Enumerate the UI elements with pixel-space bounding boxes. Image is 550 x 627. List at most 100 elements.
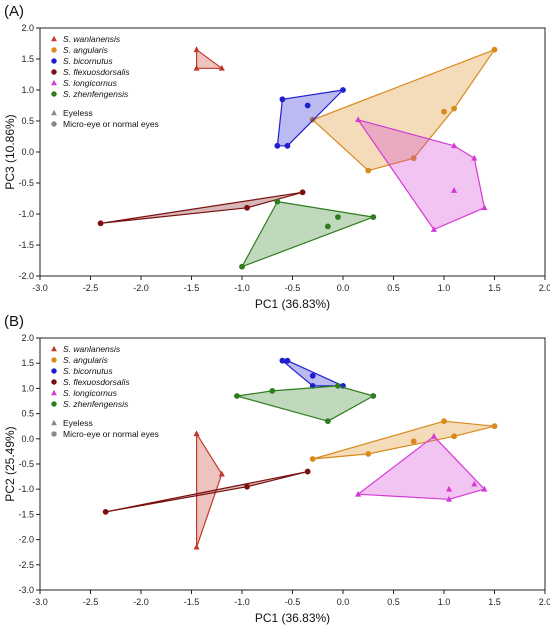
series-s-longicornus: [355, 116, 488, 232]
x-tick-label: 0.0: [337, 283, 350, 293]
legend-label: S. flexuosdorsalis: [63, 67, 130, 77]
x-tick-label: -0.5: [285, 597, 301, 607]
point-s-zhenfengensis: [370, 393, 377, 399]
y-tick-label: 1.5: [21, 54, 34, 64]
point-s-flexuosdorsalis: [244, 204, 250, 211]
legend-label: Micro-eye or normal eyes: [63, 429, 159, 439]
series-s-zhenfengensis: [234, 382, 377, 425]
point-s-zhenfengensis: [324, 223, 331, 230]
point-s-zhenfengensis: [335, 382, 341, 389]
point-s-wanlanensis: [193, 430, 200, 437]
legend-label: S. wanlanensis: [63, 344, 121, 354]
x-tick-label: 0.5: [387, 597, 400, 607]
x-tick-label: 1.5: [488, 597, 501, 607]
point-s-longicornus: [355, 490, 362, 497]
x-tick-label: -3.0: [32, 283, 48, 293]
point-s-angularis: [451, 105, 457, 112]
legend-marker-s-longicornus: [51, 389, 57, 396]
point-s-angularis: [410, 155, 417, 162]
hull-s-angularis: [312, 49, 496, 172]
point-s-angularis: [365, 167, 372, 174]
chart-panel-b: (B) -3.0 -2.5 -2.0 -1.5 -1.0 -0.5 0.0 0.5 1.0 1.5 2…: [3, 313, 550, 625]
x-axis-label: PC1 (36.83%): [255, 297, 330, 311]
point-s-longicornus: [445, 495, 453, 502]
legend-marker-s-angularis: [51, 47, 57, 53]
hull-s-wanlanensis: [196, 433, 223, 548]
point-s-wanlanensis: [218, 470, 225, 477]
legend-label: S. bicornutus: [63, 56, 113, 66]
x-tick-label: -1.5: [184, 283, 200, 293]
legend-marker-s-zhenfengensis: [51, 401, 57, 407]
legend-marker-s-bicornutus: [51, 58, 57, 64]
point-s-angularis: [441, 418, 447, 425]
series-s-zhenfengensis: [239, 198, 377, 270]
point-s-angularis: [365, 451, 372, 457]
series-s-bicornutus: [274, 87, 346, 149]
x-tick-label: 1.0: [438, 283, 451, 293]
point-s-angularis: [410, 438, 417, 445]
series-s-angularis: [309, 46, 498, 174]
legend-label: S. wanlanensis: [63, 34, 121, 44]
hull-s-angularis: [312, 420, 496, 460]
series-s-angularis: [309, 418, 498, 462]
point-s-bicornutus: [340, 87, 346, 93]
x-tick-label: -0.5: [285, 283, 301, 293]
y-tick-label: 1.0: [21, 85, 34, 95]
panel-label: (B): [4, 313, 24, 330]
point-s-longicornus: [430, 432, 437, 439]
hull-s-flexuosdorsalis: [99, 191, 304, 224]
point-s-angularis: [441, 108, 447, 115]
point-s-bicornutus: [279, 96, 286, 103]
y-tick-label: -0.5: [18, 459, 34, 469]
y-tick-label: 0.5: [21, 409, 34, 419]
legend-marker-s-angularis: [51, 357, 57, 363]
legend-marker-s-flexuosdorsalis: [51, 69, 57, 75]
chart-panel-a: (A) -3.0 -2.5 -2.0 -1.5 -1.0 -0.5 0.0 0.5 1.0 1.5 2…: [3, 3, 550, 311]
x-axis: -3.0 -2.5 -2.0 -1.5 -1.0 -0.5 0.0 0.5 1.0 1.5 2.0: [32, 276, 550, 293]
point-s-zhenfengensis: [370, 214, 377, 220]
y-tick-label: -2.0: [18, 535, 34, 545]
point-s-wanlanensis: [193, 46, 200, 53]
x-tick-label: -2.5: [83, 283, 99, 293]
hull-s-zhenfengensis: [241, 201, 374, 268]
series-s-longicornus: [355, 432, 488, 502]
x-tick-label: 0.5: [387, 283, 400, 293]
plot-frame: [39, 337, 546, 591]
y-tick-label: 1.5: [21, 358, 34, 368]
legend-label: Eyeless: [63, 108, 93, 118]
point-s-wanlanensis: [193, 64, 200, 71]
point-s-longicornus: [471, 480, 478, 487]
point-s-flexuosdorsalis: [304, 468, 311, 475]
point-s-flexuosdorsalis: [102, 508, 109, 515]
x-tick-label: 1.0: [438, 597, 451, 607]
point-s-zhenfengensis: [335, 214, 341, 220]
legend-label: S. longicornus: [63, 388, 118, 398]
y-tick-label: -2.5: [18, 560, 34, 570]
y-tick-label: 2.0: [21, 333, 34, 343]
series-s-wanlanensis: [193, 46, 225, 71]
point-s-longicornus: [481, 204, 488, 211]
point-s-longicornus: [481, 485, 488, 492]
legend-label: Eyeless: [63, 418, 93, 428]
legend-label: S. zhenfengensis: [63, 399, 129, 409]
x-tick-label: 1.5: [488, 283, 501, 293]
series-s-wanlanensis: [193, 430, 225, 550]
point-s-zhenfengensis: [269, 388, 276, 394]
legend-marker-eyeless: [51, 419, 57, 426]
x-axis: -3.0 -2.5 -2.0 -1.5 -1.0 -0.5 0.0 0.5 1.0 1.5 2.0: [32, 590, 550, 607]
x-tick-label: -2.0: [133, 597, 149, 607]
hull-s-zhenfengensis: [236, 385, 374, 422]
point-s-bicornutus: [304, 102, 311, 109]
point-s-bicornutus: [274, 142, 281, 149]
point-s-zhenfengensis: [324, 418, 331, 425]
point-s-longicornus: [451, 187, 458, 193]
legend-label: S. longicornus: [63, 78, 118, 88]
point-s-bicornutus: [279, 357, 286, 364]
point-s-angularis: [309, 456, 316, 462]
point-s-angularis: [451, 433, 457, 440]
legend-marker-s-longicornus: [51, 79, 57, 86]
y-axis-label: PC2 (25.49%): [3, 426, 17, 501]
